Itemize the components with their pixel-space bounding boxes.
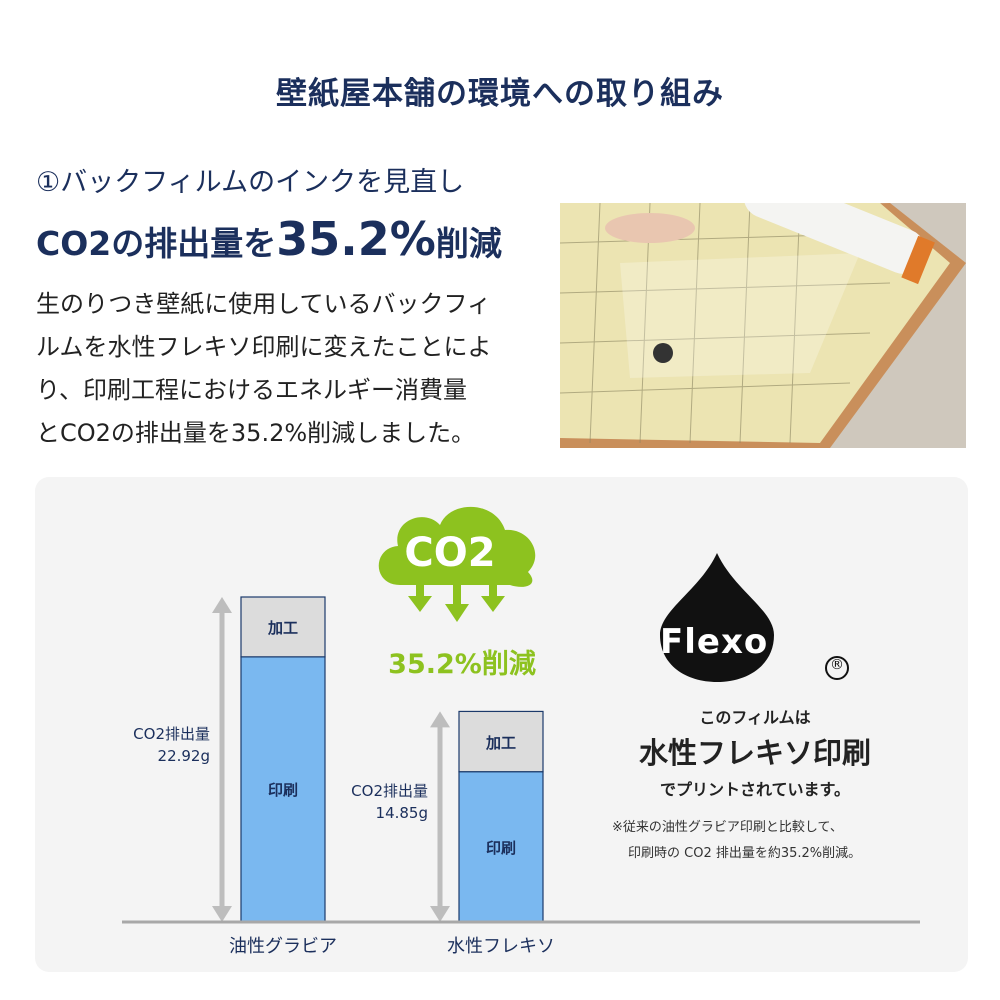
double-arrow-icon: [212, 597, 232, 922]
headline-value: 35.2%: [276, 212, 436, 266]
flexo-drop-logo: [660, 553, 849, 682]
flexo-line3: でプリントされています。: [660, 780, 850, 799]
total-label: CO2排出量: [133, 724, 210, 743]
total-value: 14.85g: [375, 803, 428, 822]
flexo-line2: 水性フレキソ印刷: [638, 736, 871, 770]
body-line: 生のりつき壁紙に使用しているバックフィ: [36, 290, 492, 318]
segment-label: 加工: [267, 618, 298, 637]
flexo-line1: このフィルムは: [699, 708, 811, 727]
segment-label: 印刷: [267, 781, 298, 800]
bar-segment-processing: [458, 710, 544, 773]
segment-label: 加工: [485, 733, 516, 752]
category-label: 油性グラビア: [229, 936, 337, 957]
wallpaper-film-photo: [560, 203, 966, 448]
category-label: 水性フレキソ: [447, 936, 555, 957]
page-title: 壁紙屋本舗の環境への取り組み: [276, 76, 724, 112]
double-arrow-icon: [430, 711, 450, 922]
body-line: とCO2の排出量を35.2%削減しました。: [36, 419, 476, 447]
flexo-logo-text: Flexo: [660, 622, 769, 662]
total-value: 22.92g: [157, 746, 210, 765]
section-heading: ①バックフィルムのインクを見直し: [36, 167, 465, 198]
footnote-line2: 印刷時の CO2 排出量を約35.2%削減。: [628, 846, 862, 861]
segment-label: 印刷: [485, 838, 516, 857]
body-line: ルムを水性フレキソ印刷に変えたことによ: [36, 333, 492, 361]
bar-segment-processing: [240, 596, 326, 658]
total-label: CO2排出量: [351, 781, 428, 800]
footnote-line1: ※従来の油性グラビア印刷と比較して、: [612, 820, 843, 835]
registered-mark: ®: [830, 657, 844, 673]
bar-segment-printing: [240, 656, 326, 923]
section-headline: CO2の排出量を35.2%削減: [36, 212, 502, 266]
body-line: り、印刷工程におけるエネルギー消費量: [36, 376, 468, 404]
headline-suffix: 削減: [435, 224, 502, 263]
co2-cloud-icon: [378, 506, 536, 622]
reduction-label: 35.2%削減: [388, 649, 536, 680]
headline-prefix: CO2の排出量を: [36, 224, 277, 263]
cloud-co2-text: CO2: [404, 530, 496, 576]
bar-segment-printing: [458, 771, 544, 923]
